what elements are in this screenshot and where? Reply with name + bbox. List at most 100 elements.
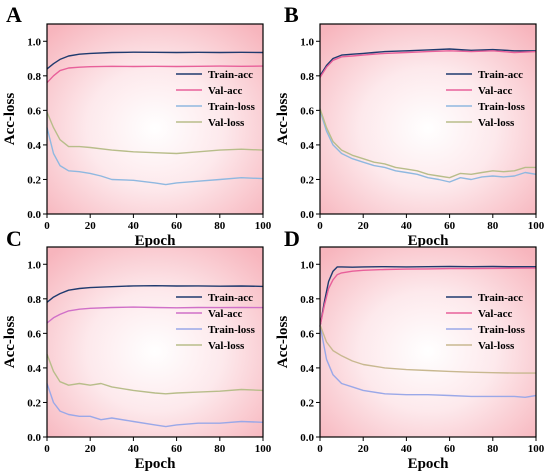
x-tick-label: 100	[528, 443, 545, 455]
y-tick-label: 0.4	[27, 140, 41, 152]
x-tick-label: 0	[317, 443, 323, 455]
y-tick-label: 0.4	[27, 363, 41, 375]
series-line-train-loss	[46, 383, 264, 428]
series-line-val-acc	[319, 50, 537, 78]
y-tick-label: 0.6	[27, 105, 41, 117]
series-line-train-acc	[319, 48, 536, 77]
x-tick-label: 40	[401, 220, 413, 232]
series-line-train-loss	[46, 127, 264, 186]
y-axis-title: Acc-loss	[2, 316, 18, 369]
series-line-val-acc	[46, 306, 264, 324]
legend-label: Train-acc	[208, 292, 253, 304]
series-line-val-acc	[46, 65, 264, 84]
panel-d: D 0.0 0.2 0.4 0.6 0.8 1.0 0 20 40 60 80 100 Epoch Acc-…	[275, 226, 545, 472]
y-tick-label: 0.8	[300, 294, 314, 306]
panel-letter: A	[6, 2, 22, 27]
series-line-val-loss	[319, 108, 536, 179]
legend-label: Train-loss	[478, 101, 526, 113]
y-tick-label: 1.0	[300, 36, 314, 48]
legend-label: Val-acc	[478, 85, 513, 97]
x-axis-title: Epoch	[135, 456, 177, 472]
x-tick-label: 20	[85, 220, 97, 232]
panel-c: C 0.0 0.2 0.4 0.6 0.8 1.0 0 20 40 60 80 100 Epoch Acc-…	[2, 226, 272, 472]
y-tick-label: 0.4	[300, 363, 314, 375]
x-tick-label: 80	[214, 443, 226, 455]
panel-a: A 0.0 0.2 0.4 0.6 0.8 1.0 0 20 40 60 80 100 Epoch Acc-…	[2, 2, 272, 249]
x-tick-label: 80	[214, 220, 226, 232]
x-tick-label: 60	[171, 443, 183, 455]
x-tick-label: 100	[255, 443, 272, 455]
axes-frame	[319, 246, 537, 438]
legend-label: Train-acc	[208, 69, 253, 81]
x-axis-title: Epoch	[135, 233, 177, 249]
x-tick-label: 40	[128, 443, 140, 455]
axes-frame	[46, 246, 264, 438]
legend-label: Val-loss	[208, 117, 245, 129]
y-axis-title: Acc-loss	[2, 93, 18, 146]
series-line-train-acc	[46, 51, 264, 70]
legend-label: Val-loss	[208, 340, 245, 352]
series-line-val-loss	[319, 324, 536, 374]
x-tick-label: 0	[317, 220, 323, 232]
y-tick-label: 0.0	[300, 432, 314, 444]
y-tick-label: 0.6	[300, 105, 314, 117]
series-line-train-loss	[319, 324, 537, 398]
y-tick-label: 0.4	[300, 140, 314, 152]
series-line-train-loss	[319, 110, 537, 183]
legend-label: Val-loss	[478, 340, 515, 352]
legend-label: Val-loss	[478, 117, 515, 129]
x-tick-label: 60	[171, 220, 183, 232]
x-tick-label: 40	[401, 443, 413, 455]
y-tick-label: 0.6	[27, 328, 41, 340]
y-tick-label: 0.0	[27, 432, 41, 444]
x-tick-label: 80	[487, 443, 499, 455]
y-axis-title: Acc-loss	[275, 93, 291, 146]
axes-frame	[46, 23, 264, 215]
x-tick-label: 20	[85, 443, 97, 455]
panel-letter: D	[284, 226, 300, 251]
plot-background	[320, 247, 536, 437]
y-tick-label: 0.2	[27, 397, 41, 409]
x-tick-label: 0	[44, 443, 50, 455]
legend-label: Val-acc	[208, 85, 243, 97]
plot-background	[47, 247, 263, 437]
y-axis-title: Acc-loss	[275, 316, 291, 369]
x-tick-label: 100	[528, 220, 545, 232]
y-tick-label: 1.0	[300, 259, 314, 271]
y-tick-label: 0.0	[300, 209, 314, 221]
panel-letter: B	[284, 2, 299, 27]
series-line-val-acc	[319, 267, 537, 327]
y-tick-label: 0.6	[300, 328, 314, 340]
y-tick-label: 0.8	[300, 71, 314, 83]
series-line-train-acc	[319, 265, 536, 327]
x-tick-label: 40	[128, 220, 140, 232]
x-tick-label: 100	[255, 220, 272, 232]
y-tick-label: 0.8	[27, 294, 41, 306]
legend-label: Train-acc	[478, 292, 523, 304]
legend-label: Train-loss	[208, 324, 256, 336]
x-tick-label: 80	[487, 220, 499, 232]
x-axis-title: Epoch	[408, 233, 450, 249]
x-tick-label: 60	[444, 443, 456, 455]
x-tick-label: 20	[358, 220, 370, 232]
y-tick-label: 0.2	[300, 174, 314, 186]
series-line-val-loss	[46, 353, 264, 395]
y-tick-label: 1.0	[27, 36, 41, 48]
y-tick-label: 0.2	[27, 174, 41, 186]
series-line-train-acc	[46, 285, 264, 303]
legend-label: Val-acc	[478, 308, 513, 320]
series-line-val-loss	[46, 111, 264, 155]
panel-letter: C	[6, 226, 22, 251]
x-axis-title: Epoch	[408, 456, 450, 472]
axes-frame	[319, 23, 537, 215]
y-tick-label: 0.0	[27, 209, 41, 221]
x-tick-label: 60	[444, 220, 456, 232]
legend-label: Train-acc	[478, 69, 523, 81]
legend-label: Val-acc	[208, 308, 243, 320]
legend-label: Train-loss	[208, 101, 256, 113]
x-tick-label: 0	[44, 220, 50, 232]
y-tick-label: 1.0	[27, 259, 41, 271]
x-tick-label: 20	[358, 443, 370, 455]
legend-label: Train-loss	[478, 324, 526, 336]
